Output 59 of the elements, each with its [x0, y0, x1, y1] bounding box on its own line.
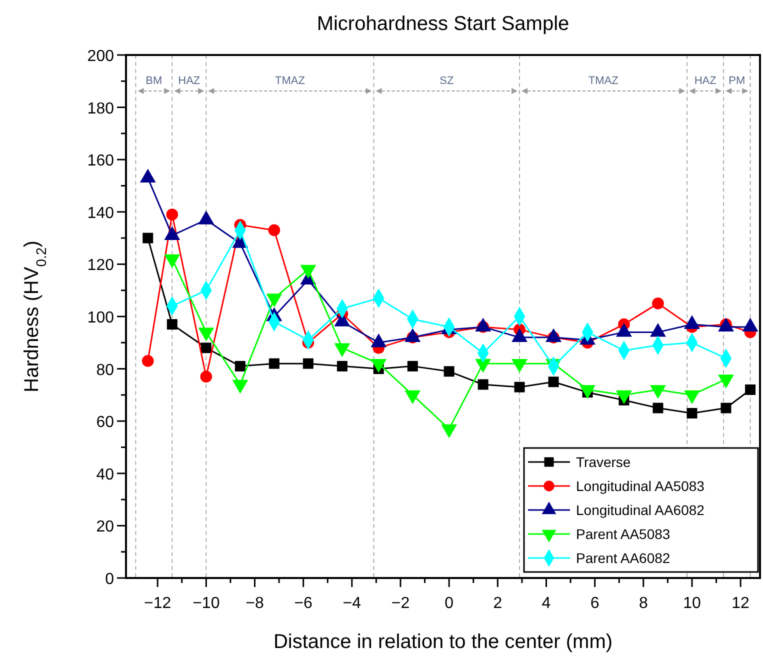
point — [686, 408, 698, 418]
point — [166, 319, 178, 330]
y-tick-label: 140 — [87, 204, 114, 222]
point — [142, 232, 154, 244]
y-tick-label: 100 — [87, 310, 114, 326]
point — [302, 358, 314, 369]
point — [652, 298, 664, 310]
y-tick-label: 40 — [96, 466, 114, 484]
x-tick-label: −6 — [294, 595, 313, 612]
y-tick-label: 180 — [87, 100, 114, 118]
annotation: HAZ — [694, 75, 717, 87]
point — [268, 224, 280, 236]
point — [234, 360, 246, 372]
x-tick-label: −8 — [246, 595, 264, 612]
legend-label: Parent AA5083 — [576, 526, 670, 542]
x-tick-label: 6 — [590, 595, 600, 612]
x-axis-title: Distance in relation to the center (mm) — [273, 631, 613, 653]
x-tick-label: 2 — [493, 595, 502, 612]
y-tick-label: 200 — [87, 48, 114, 65]
y-tick-label: 120 — [87, 257, 114, 274]
y-tick-label: 20 — [96, 518, 114, 536]
annotation: SZ — [440, 75, 454, 87]
annotation: BM — [146, 75, 162, 87]
chart-title: Microhardness Start Sample — [316, 13, 570, 35]
x-tick-label: −12 — [144, 595, 172, 612]
x-tick-label: 10 — [683, 595, 701, 612]
point — [336, 360, 348, 372]
point — [514, 382, 525, 392]
legend-label: Longitudinal AA6082 — [576, 502, 705, 518]
point — [652, 402, 664, 414]
legend-label: Parent AA6082 — [576, 550, 670, 566]
point — [200, 370, 212, 383]
x-tick-label: 8 — [638, 595, 648, 612]
x-tick-label: −4 — [342, 595, 362, 612]
point — [142, 355, 154, 367]
x-tick-label: −2 — [391, 595, 410, 612]
x-tick-label: 4 — [542, 595, 551, 612]
annotation: TMAZ — [274, 75, 306, 87]
annotation: TMAZ — [588, 75, 619, 87]
annotation: PM — [728, 75, 746, 87]
annotation: HAZ — [178, 75, 200, 87]
y-tick-label: 0 — [105, 571, 114, 588]
point — [200, 342, 212, 354]
x-tick-label: −10 — [192, 595, 220, 612]
x-tick-label: 12 — [732, 595, 750, 612]
point — [268, 358, 280, 369]
y-tick-label: 160 — [87, 152, 114, 170]
x-tick-label: 0 — [444, 595, 454, 612]
legend-label: Longitudinal AA5083 — [576, 478, 705, 494]
point — [478, 379, 488, 390]
y-tick-label: 80 — [96, 362, 114, 379]
y-tick-label: 60 — [96, 414, 114, 432]
point — [720, 402, 732, 414]
point — [745, 384, 756, 395]
point — [444, 366, 454, 377]
legend-label: Traverse — [576, 454, 631, 470]
point — [407, 360, 418, 372]
point — [166, 208, 178, 220]
point — [548, 376, 559, 388]
